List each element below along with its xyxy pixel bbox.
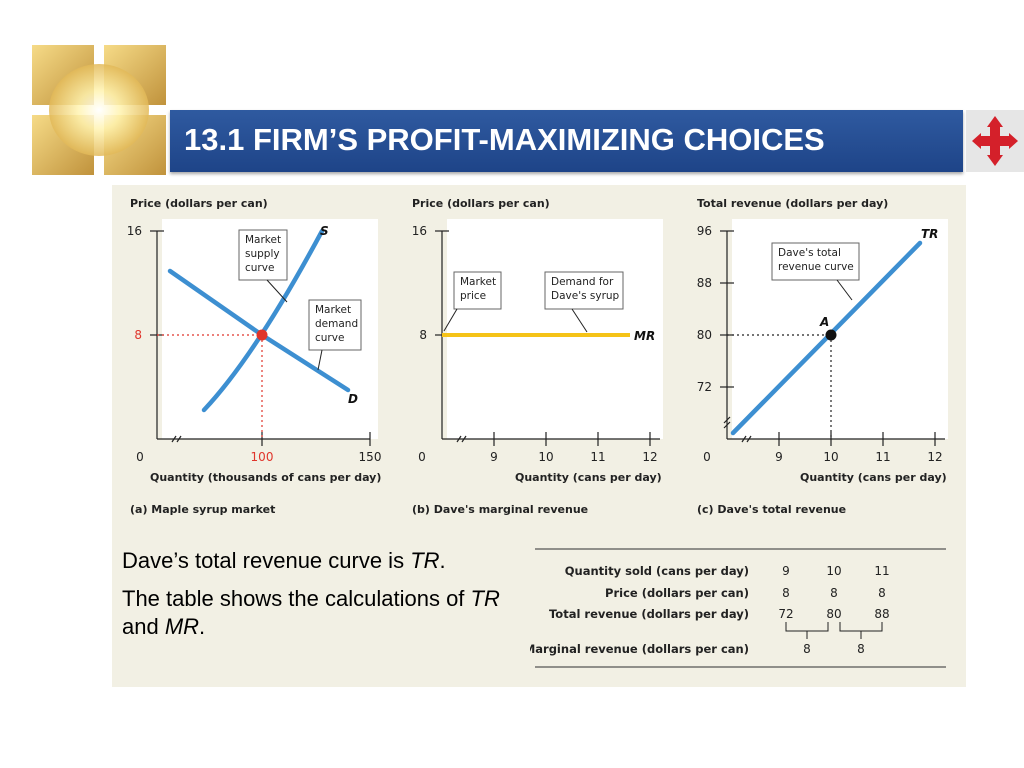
table-row-label-price: Price (dollars per can) bbox=[605, 586, 749, 600]
chart-b-x-tick-12: 12 bbox=[642, 450, 657, 464]
title-bar: 13.1 FIRM’S PROFIT-MAXIMIZING CHOICES bbox=[170, 110, 963, 172]
chart-c-x-tick-12: 12 bbox=[927, 450, 942, 464]
chart-b-y-tick-16: 16 bbox=[412, 224, 427, 238]
table-cell: 9 bbox=[782, 564, 790, 578]
annotation-demand-2: demand bbox=[315, 318, 358, 330]
content-panel: Price (dollars per can) 16 8 0 100 150 S… bbox=[112, 185, 966, 687]
annotation-tr-1: Dave's total bbox=[778, 247, 841, 259]
table-cell: 8 bbox=[878, 586, 886, 600]
chart-maple-syrup-market: Price (dollars per can) 16 8 0 100 150 S… bbox=[127, 197, 382, 516]
chart-b-x-tick-9: 9 bbox=[490, 450, 498, 464]
annotation-box-supply bbox=[238, 229, 288, 281]
body-paragraph-1: Dave’s total revenue curve is TR. bbox=[122, 547, 502, 575]
body-text-2a: The table shows the calculations of bbox=[122, 586, 471, 611]
chart-a-x-tick-100: 100 bbox=[251, 450, 274, 464]
chart-b-y-tick-8: 8 bbox=[419, 328, 427, 342]
annotation-demand-daves-2: Dave's syrup bbox=[551, 290, 620, 302]
body-paragraph-2: The table shows the calculations of TR a… bbox=[122, 585, 502, 641]
chart-b-y-axis-title: Price (dollars per can) bbox=[412, 197, 550, 210]
chart-a-x-tick-150: 150 bbox=[359, 450, 382, 464]
chart-a-x-axis-title: Quantity (thousands of cans per day) bbox=[150, 471, 381, 484]
logo bbox=[32, 45, 166, 175]
annotation-market-price-1: Market bbox=[460, 276, 496, 288]
annotation-tr-2: revenue curve bbox=[778, 261, 854, 273]
table-row-label-total-revenue: Total revenue (dollars per day) bbox=[549, 607, 749, 621]
chart-a-y-axis-title: Price (dollars per can) bbox=[130, 197, 268, 210]
body-text-2e: . bbox=[199, 614, 206, 639]
chart-c-y-tick-96: 96 bbox=[697, 224, 712, 238]
annotation-supply-2: supply bbox=[245, 248, 280, 260]
table-row-label-quantity: Quantity sold (cans per day) bbox=[565, 564, 749, 578]
chart-b-x-tick-0: 0 bbox=[418, 450, 426, 464]
mr-label: MR bbox=[634, 329, 655, 343]
chart-a-y-tick-8: 8 bbox=[134, 328, 142, 342]
table-cell: 8 bbox=[782, 586, 790, 600]
table-cell: 80 bbox=[826, 607, 841, 621]
annotation-box-demand-daves-syrup bbox=[544, 271, 624, 310]
body-text-1a: Dave’s total revenue curve is bbox=[122, 548, 411, 573]
annotation-box-total-revenue bbox=[771, 242, 860, 281]
page-title: 13.1 FIRM’S PROFIT-MAXIMIZING CHOICES bbox=[184, 122, 825, 157]
annotation-demand-daves-1: Demand for bbox=[551, 276, 614, 288]
table-cell: 10 bbox=[826, 564, 841, 578]
annotation-supply-1: Market bbox=[245, 234, 281, 246]
annotation-demand-3: curve bbox=[315, 332, 344, 344]
annotation-supply-3: curve bbox=[245, 262, 274, 274]
body-text-1b: TR bbox=[410, 548, 440, 573]
body-text-2d: MR bbox=[164, 614, 200, 639]
chart-c-x-axis-title: Quantity (cans per day) bbox=[800, 471, 947, 484]
body-text-2b: TR bbox=[470, 586, 500, 611]
table-cell: 8 bbox=[803, 642, 811, 656]
chart-a-y-tick-16: 16 bbox=[127, 224, 142, 238]
body-text: Dave’s total revenue curve is TR. The ta… bbox=[122, 547, 502, 651]
chart-c-x-tick-9: 9 bbox=[775, 450, 783, 464]
chart-b-x-tick-10: 10 bbox=[538, 450, 553, 464]
table-row-label-marginal-revenue: Marginal revenue (dollars per can) bbox=[530, 642, 749, 656]
equilibrium-point bbox=[256, 329, 268, 341]
table-cell: 11 bbox=[874, 564, 889, 578]
chart-c-x-tick-10: 10 bbox=[823, 450, 838, 464]
chart-daves-marginal-revenue: Price (dollars per can) 16 8 0 9 10 11 1… bbox=[412, 197, 663, 516]
chart-c-y-tick-80: 80 bbox=[697, 328, 712, 342]
chart-daves-total-revenue: Total revenue (dollars per day) 96 88 80… bbox=[697, 197, 948, 516]
body-text-1c: . bbox=[439, 548, 446, 573]
chart-c-y-tick-88: 88 bbox=[697, 276, 712, 290]
chart-a-x-tick-0: 0 bbox=[136, 450, 144, 464]
supply-label: S bbox=[320, 224, 329, 238]
table-cell: 88 bbox=[874, 607, 889, 621]
point-a bbox=[825, 329, 837, 341]
chart-c-y-axis-title: Total revenue (dollars per day) bbox=[697, 197, 888, 210]
chart-b-caption: (b) Dave's marginal revenue bbox=[412, 503, 588, 516]
chart-b-x-axis-title: Quantity (cans per day) bbox=[515, 471, 662, 484]
chart-c-y-tick-72: 72 bbox=[697, 380, 712, 394]
chart-c-x-tick-11: 11 bbox=[875, 450, 890, 464]
annotation-box-demand bbox=[308, 299, 362, 351]
revenue-table: Quantity sold (cans per day) Price (doll… bbox=[530, 548, 946, 668]
demand-label: D bbox=[348, 392, 358, 406]
navigation-arrows-icon[interactable] bbox=[966, 110, 1024, 172]
annotation-box-market-price bbox=[453, 271, 502, 310]
tr-label: TR bbox=[921, 227, 938, 241]
body-text-2c: and bbox=[122, 614, 165, 639]
chart-b-x-tick-11: 11 bbox=[590, 450, 605, 464]
table-cell: 8 bbox=[830, 586, 838, 600]
chart-c-caption: (c) Dave's total revenue bbox=[697, 503, 846, 516]
table-cell: 72 bbox=[778, 607, 793, 621]
chart-c-x-tick-0: 0 bbox=[703, 450, 711, 464]
chart-a-caption: (a) Maple syrup market bbox=[130, 503, 275, 516]
annotation-market-price-2: price bbox=[460, 290, 486, 302]
annotation-demand-1: Market bbox=[315, 304, 351, 316]
table-cell: 8 bbox=[857, 642, 865, 656]
point-a-label: A bbox=[819, 315, 829, 329]
